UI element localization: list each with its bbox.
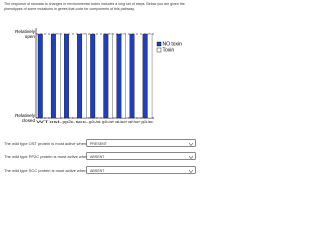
x-tick-label: pp2c-/ost+ [102, 120, 114, 124]
x-tick-label: scc- [76, 120, 88, 124]
bar [77, 33, 83, 119]
x-tick-label: pp2c-/scc- [141, 120, 153, 124]
bar [103, 33, 109, 119]
y-tick-label: Relatively open [15, 29, 36, 39]
legend-label: Toxin [163, 47, 175, 53]
bar [129, 33, 135, 119]
answer-value: PRESENT [90, 141, 107, 146]
answer-value: ABSENT [90, 168, 105, 173]
bar [50, 33, 56, 119]
bar [116, 33, 122, 119]
x-tick-label: pp2c-/ost- [89, 120, 101, 124]
question-text: The wild type OST protein is most active… [4, 141, 100, 146]
bar [147, 33, 153, 119]
bar [121, 33, 126, 119]
x-tick-label: ost- [49, 120, 61, 124]
question-text: The wild type PP2C protein is most activ… [4, 154, 103, 159]
bar [55, 33, 61, 119]
dropdown-arrow [189, 155, 193, 159]
bar [142, 33, 148, 119]
dropdown-arrow [189, 169, 193, 173]
question: The wild type SCC protein is most active… [4, 166, 196, 175]
x-tick-label: pp2c- [63, 120, 75, 124]
legend-swatch [156, 47, 162, 53]
x-tick-label: ost+/scc+ [128, 120, 140, 124]
answer-select[interactable]: PRESENT [86, 139, 196, 147]
question-text: The wild type SCC protein is most active… [4, 168, 101, 173]
bar [37, 33, 43, 119]
page: The response of stomata to changes in en… [0, 0, 200, 176]
x-tick-label: WT [36, 120, 48, 124]
x-tick-label: ost-/scc+ [115, 120, 127, 124]
bar [107, 33, 113, 119]
answer-select[interactable]: ABSENT [86, 152, 196, 160]
chart: Relatively closed Relatively open WT ost-pp2c… [15, 28, 183, 124]
answer-select[interactable]: ABSENT [86, 166, 196, 174]
bar [64, 33, 69, 119]
question: The wild type OST protein is most active… [4, 139, 196, 148]
bar [81, 33, 87, 119]
legend-label: NO toxin [163, 41, 183, 47]
intro-text: The response of stomata to changes in en… [4, 2, 185, 11]
dropdown-arrow [189, 142, 193, 146]
y-tick-label: Relatively closed [15, 113, 36, 123]
question: The wild type PP2C protein is most activ… [4, 152, 196, 161]
answer-value: ABSENT [90, 154, 105, 159]
legend-swatch [156, 41, 162, 47]
bar [90, 33, 96, 119]
